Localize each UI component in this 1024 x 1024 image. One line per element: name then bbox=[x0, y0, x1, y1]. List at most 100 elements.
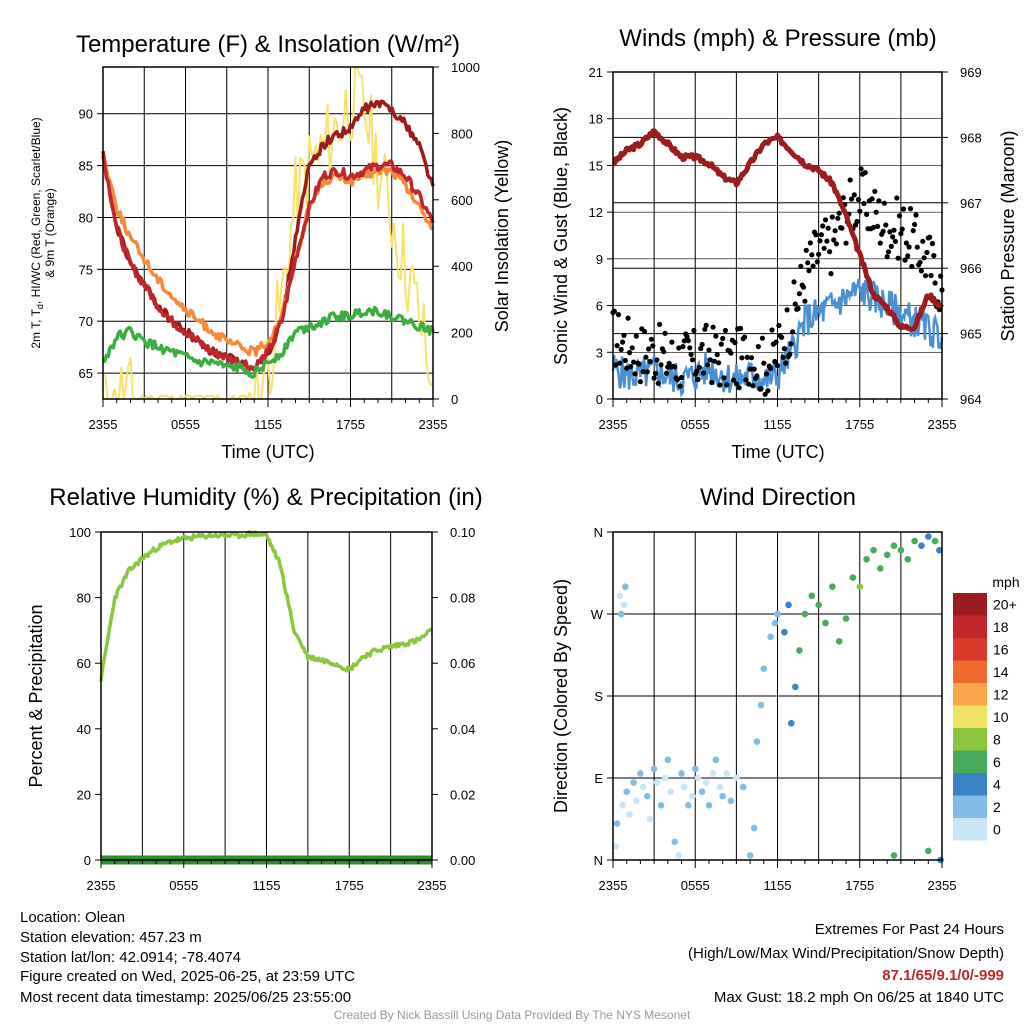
humidity-xtick-label: 1755 bbox=[335, 878, 364, 893]
colorbar-swatch bbox=[953, 593, 987, 616]
winds-gust-point bbox=[687, 345, 693, 351]
winds-gust-point bbox=[892, 238, 899, 244]
winds-gust-point bbox=[928, 272, 934, 279]
winds-gust-point bbox=[643, 354, 649, 360]
direction-point bbox=[727, 797, 735, 805]
winds-gust-point bbox=[802, 298, 808, 304]
winds-gust-point bbox=[875, 223, 881, 229]
winds-gust-point bbox=[888, 243, 894, 249]
winds-gust-point bbox=[924, 249, 930, 255]
info-created: Figure created on Wed, 2025-06-25, at 23… bbox=[20, 968, 355, 985]
winds-gust-point bbox=[783, 360, 789, 366]
winds-gust-point bbox=[907, 206, 914, 212]
colorbar-swatch bbox=[953, 795, 987, 818]
winds-gust-point bbox=[788, 341, 794, 347]
humidity-ytick-label: 40 bbox=[77, 722, 91, 737]
humidity-panel: Relative Humidity (%) & Precipitation (i… bbox=[26, 484, 483, 893]
winds-gust-point bbox=[784, 307, 790, 313]
colorbar-label: 0 bbox=[993, 821, 1001, 837]
winds-ytick-label: 6 bbox=[596, 299, 603, 314]
winds-gust-point bbox=[743, 377, 749, 383]
winds-gust-point bbox=[747, 366, 753, 372]
winds-gust-point bbox=[768, 365, 774, 372]
winds-gust-point bbox=[669, 339, 675, 345]
winds-gust-point bbox=[914, 244, 920, 250]
extremes-subheading: (High/Low/Max Wind/Precipitation/Snow De… bbox=[688, 945, 1004, 962]
winds-gust-point bbox=[857, 208, 863, 214]
direction-point bbox=[753, 738, 761, 745]
winds-gust-point bbox=[905, 253, 911, 259]
direction-point bbox=[712, 756, 720, 764]
winds-gust-point bbox=[829, 214, 835, 220]
direction-point bbox=[619, 802, 626, 809]
direction-point bbox=[622, 583, 629, 590]
winds-ytick-right-label: 968 bbox=[960, 130, 982, 145]
winds-gust-point bbox=[663, 370, 670, 376]
humidity-ytick-right-label: 0.06 bbox=[450, 656, 475, 671]
winds-gust-point bbox=[706, 347, 712, 353]
winds-gust-point bbox=[754, 373, 760, 379]
humidity-xtick-label: 2355 bbox=[87, 878, 116, 893]
winds-gust-point bbox=[629, 345, 635, 351]
extremes-heading: Extremes For Past 24 Hours bbox=[815, 921, 1004, 938]
winds-gust-point bbox=[824, 238, 830, 244]
temperature-ytick-right-label: 400 bbox=[451, 259, 473, 274]
direction-point bbox=[781, 628, 788, 636]
temperature-ytick-label: 75 bbox=[79, 262, 93, 277]
winds-gust-point bbox=[818, 232, 825, 238]
humidity-ytick-right-label: 0.08 bbox=[450, 591, 475, 606]
winds-gust-point bbox=[918, 268, 925, 274]
winds-gust-point bbox=[814, 259, 820, 265]
colorbar-swatch bbox=[953, 638, 987, 661]
temperature-ytick-right-label: 200 bbox=[451, 326, 473, 341]
winds-gust-point bbox=[761, 360, 767, 366]
direction-point bbox=[620, 601, 628, 609]
direction-panel-title: Wind Direction bbox=[700, 484, 856, 511]
winds-gust-point bbox=[922, 273, 929, 279]
direction-panel: Wind Direction 2355 0555 1155 1755 2355 N E S W N… bbox=[551, 484, 1020, 893]
winds-gust-point bbox=[631, 359, 637, 365]
direction-point bbox=[657, 802, 665, 809]
direction-point bbox=[716, 783, 724, 791]
credit-line: Created By Nick Bassill Using Data Provi… bbox=[334, 1008, 691, 1022]
winds-gust-point bbox=[710, 324, 716, 330]
winds-gust-point bbox=[913, 212, 919, 218]
colorbar-label: 6 bbox=[993, 754, 1001, 770]
winds-gust-point bbox=[736, 385, 742, 391]
colorbar-label: 18 bbox=[993, 619, 1009, 635]
winds-gust-point bbox=[732, 340, 738, 346]
winds-gust-point bbox=[674, 377, 681, 383]
direction-point bbox=[661, 774, 669, 782]
winds-panel: Winds (mph) & Pressure (mb) 2355 0555 1155… bbox=[551, 25, 1018, 462]
winds-gust-point bbox=[618, 346, 624, 353]
direction-point bbox=[709, 770, 717, 777]
winds-gust-point bbox=[803, 247, 809, 253]
winds-gust-point bbox=[694, 368, 700, 374]
direction-ytick-label: W bbox=[591, 607, 604, 622]
direction-point bbox=[681, 783, 688, 791]
winds-series-pressure bbox=[611, 128, 944, 332]
direction-point bbox=[723, 770, 731, 777]
direction-xtick-label: 2355 bbox=[928, 878, 957, 893]
colorbar-label: 12 bbox=[993, 686, 1009, 702]
winds-gust-point bbox=[626, 350, 633, 356]
winds-xtick-label: 2355 bbox=[599, 417, 628, 432]
winds-gust-point bbox=[644, 369, 650, 375]
winds-gust-point bbox=[652, 370, 659, 376]
winds-gust-point bbox=[890, 234, 896, 240]
colorbar-label: 8 bbox=[993, 731, 1001, 747]
direction-point bbox=[626, 811, 633, 818]
winds-gust-point bbox=[632, 371, 638, 377]
temperature-panel: Temperature (F) & Insolation (W/m²) 2355… bbox=[29, 31, 512, 462]
humidity-ytick-right-label: 0.00 bbox=[450, 853, 475, 868]
winds-gust-point bbox=[896, 213, 903, 219]
winds-gust-point bbox=[884, 254, 890, 260]
winds-gust-point bbox=[696, 364, 703, 371]
direction-point bbox=[883, 551, 891, 559]
winds-ytick-right-label: 969 bbox=[960, 65, 982, 80]
direction-point bbox=[623, 788, 630, 795]
winds-ylabel-right: Station Pressure (Maroon) bbox=[998, 130, 1018, 341]
winds-gust-point bbox=[685, 338, 692, 344]
direction-point bbox=[767, 633, 774, 641]
